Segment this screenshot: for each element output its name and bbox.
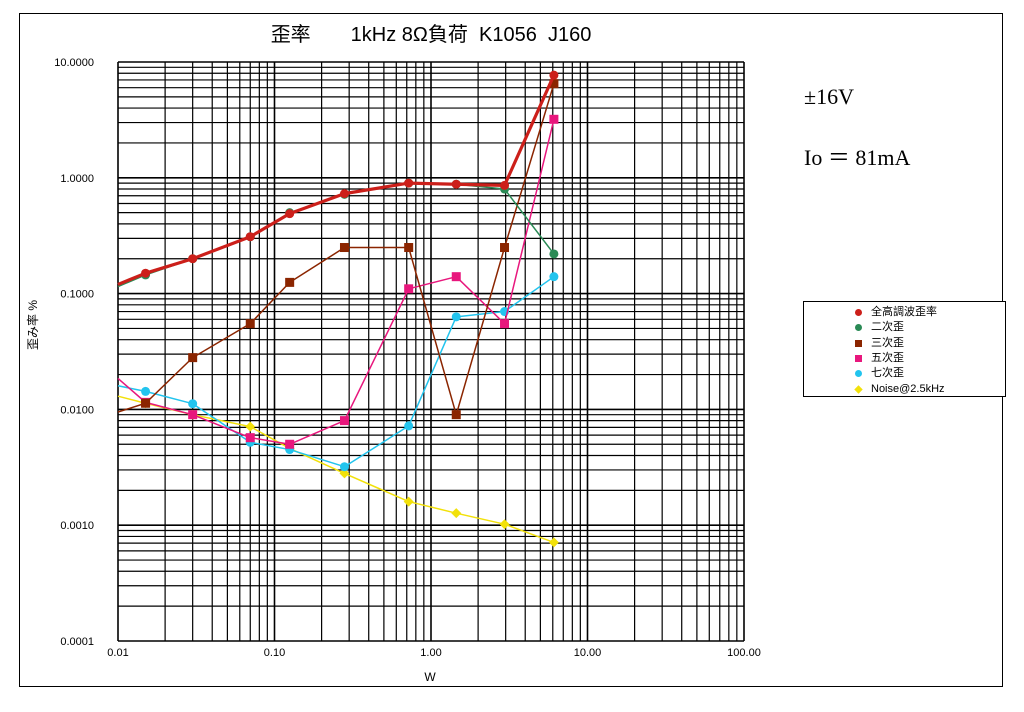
- series-line: [117, 119, 555, 446]
- legend-label: Noise@2.5kHz: [871, 382, 945, 395]
- data-point: [188, 353, 198, 363]
- data-point: [339, 243, 349, 253]
- legend-marker: [855, 370, 862, 378]
- data-point: [500, 243, 510, 253]
- x-tick-label: 10.00: [574, 647, 602, 659]
- tick-labels: 0.01 0.10 1.00 10.00 100.00 10.0000 1.0000 0.10…: [54, 57, 761, 659]
- legend-marker: [855, 354, 862, 362]
- legend-label: 二次歪: [871, 321, 904, 334]
- series-3: [117, 79, 559, 420]
- y-tick-label: 0.0001: [60, 636, 94, 648]
- y-tick-label: 0.0100: [60, 404, 94, 416]
- series-line: [117, 276, 555, 468]
- legend-label: 全高調波歪率: [871, 306, 937, 318]
- x-tick-label: 0.01: [107, 647, 128, 659]
- legend: 全高調波歪率 二次歪三次歪五次歪七次歪 Noise@2.5kHz: [803, 301, 1006, 397]
- data-point: [549, 249, 559, 259]
- data-point: [451, 312, 461, 322]
- data-point: [245, 421, 256, 432]
- current-annotation: Io ＝ 81mA: [804, 145, 911, 170]
- series-4: [117, 114, 559, 449]
- data-point: [141, 386, 151, 396]
- legend-label: 五次歪: [871, 351, 904, 364]
- series-layer: [117, 70, 559, 548]
- data-point: [141, 268, 151, 278]
- series-line: [117, 74, 556, 286]
- data-point: [285, 209, 295, 219]
- data-point: [285, 277, 295, 287]
- legend-marker: [855, 339, 862, 347]
- data-point: [339, 468, 350, 479]
- series-1: [117, 70, 559, 286]
- data-point: [339, 189, 349, 199]
- data-point: [404, 284, 414, 294]
- data-point: [339, 416, 349, 426]
- legend-marker: [855, 309, 862, 316]
- y-tick-label: 1.0000: [60, 173, 94, 185]
- data-point: [245, 232, 255, 242]
- data-point: [404, 243, 414, 253]
- data-point: [451, 272, 461, 282]
- x-axis-label: W: [424, 670, 436, 684]
- data-point: [451, 508, 462, 519]
- voltage-annotation: ±16V: [804, 84, 854, 109]
- legend-marker: [854, 384, 863, 394]
- data-point: [549, 272, 559, 282]
- y-tick-label: 10.0000: [54, 57, 94, 69]
- data-point: [188, 410, 198, 420]
- data-point: [285, 439, 295, 449]
- series-line: [117, 395, 555, 544]
- x-tick-label: 0.10: [264, 647, 285, 659]
- x-tick-label: 1.00: [420, 647, 441, 659]
- data-point: [339, 462, 349, 472]
- data-point: [188, 254, 198, 264]
- y-axis-label: 歪み率 %: [26, 299, 40, 350]
- series-5: [117, 272, 559, 472]
- series-line: [117, 182, 555, 288]
- legend-label: 七次歪: [871, 367, 904, 380]
- y-tick-label: 0.1000: [60, 289, 94, 301]
- data-point: [245, 319, 255, 329]
- data-point: [549, 114, 559, 124]
- data-point: [548, 537, 559, 548]
- data-point: [404, 178, 414, 188]
- legend-marker: [855, 324, 862, 332]
- data-point: [404, 421, 414, 431]
- data-point: [245, 433, 255, 443]
- data-point: [141, 398, 151, 408]
- y-tick-label: 0.0010: [60, 520, 94, 532]
- data-point: [451, 179, 461, 189]
- chart-title: 歪率 1kHz 8Ω負荷 K1056 J160: [270, 24, 592, 46]
- legend-label: 三次歪: [871, 336, 904, 349]
- data-point: [451, 410, 461, 420]
- data-point: [500, 319, 510, 329]
- data-point: [499, 519, 510, 530]
- grid-lines: [117, 61, 745, 642]
- series-line: [117, 83, 555, 416]
- data-point: [188, 399, 198, 409]
- x-tick-label: 100.00: [727, 647, 761, 659]
- data-point: [549, 70, 559, 80]
- data-point: [403, 496, 414, 507]
- data-point: [500, 180, 510, 190]
- data-point: [549, 79, 559, 89]
